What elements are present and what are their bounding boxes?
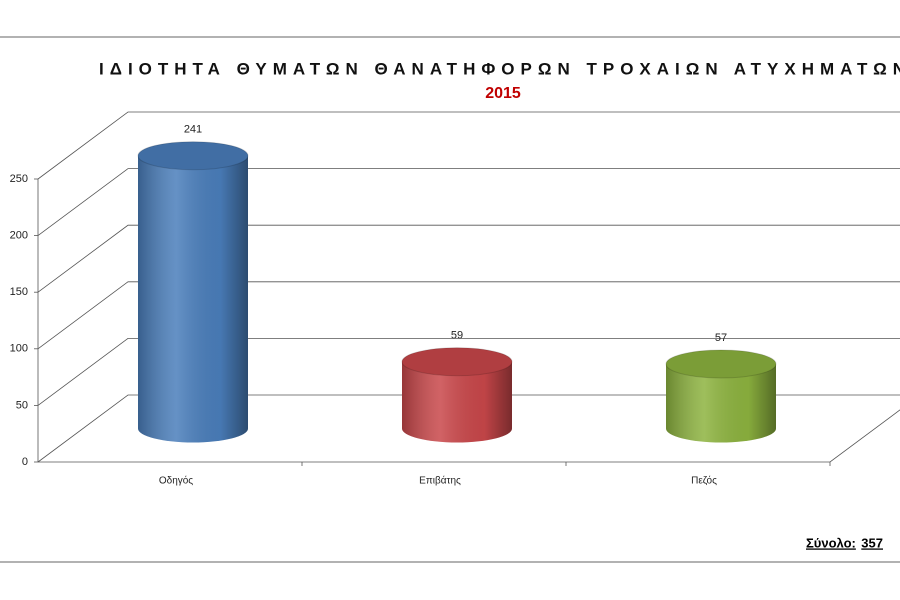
x-tick-label: Πεζός — [691, 475, 717, 487]
grid-line — [37, 281, 900, 350]
bar-shading — [402, 361, 512, 443]
bar-top — [665, 349, 777, 379]
y-tick-label: 150 — [10, 286, 28, 298]
bar-top-shade — [402, 347, 512, 376]
x-tick-label: Επιβάτης — [419, 475, 461, 487]
total-label: Σύνολο: — [806, 535, 856, 550]
y-tick-label: 50 — [16, 399, 28, 411]
bar-top-shade — [666, 349, 776, 378]
bar-top — [137, 141, 249, 171]
value-label: 59 — [451, 330, 463, 342]
y-tick-label: 250 — [10, 173, 28, 185]
bar-top — [401, 347, 513, 377]
bar-top-shade — [138, 141, 248, 170]
bar-shading — [138, 155, 248, 443]
bar-shading — [666, 363, 776, 443]
grid-line — [37, 338, 900, 406]
grid-line — [37, 111, 900, 180]
y-tick-label: 100 — [10, 343, 28, 355]
grid-line — [37, 224, 900, 293]
grid-line — [37, 168, 900, 236]
value-label: 241 — [184, 124, 202, 136]
y-tick-label: 200 — [10, 230, 28, 242]
grid-line — [37, 394, 900, 463]
y-tick-label: 0 — [22, 456, 28, 468]
value-label: 57 — [715, 332, 727, 344]
x-tick-label: Οδηγός — [159, 475, 193, 487]
chart-subtitle: 2015 — [485, 85, 521, 102]
chart-title: ΙΔΙΟΤΗΤΑ ΘΥΜΑΤΩΝ ΘΑΝΑΤΗΦΟΡΩΝ ΤΡΟΧΑΙΩΝ ΑΤ… — [99, 59, 900, 78]
total-value: 357 — [861, 535, 883, 550]
